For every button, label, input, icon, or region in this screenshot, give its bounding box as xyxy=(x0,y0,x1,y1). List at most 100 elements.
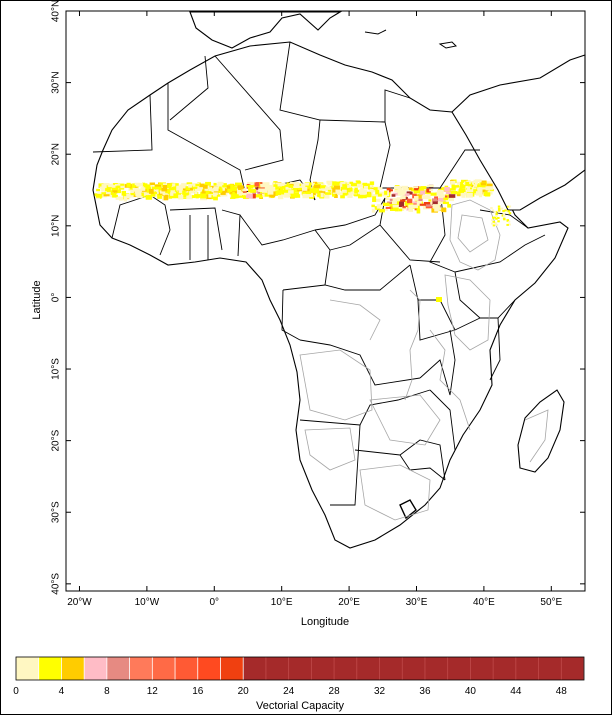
vc-cell xyxy=(387,201,392,204)
vc-cell xyxy=(299,185,305,190)
vc-cell xyxy=(212,187,219,192)
vc-cell xyxy=(126,182,131,188)
crete-island xyxy=(364,29,387,35)
vc-cell xyxy=(312,189,320,194)
vc-cell xyxy=(392,204,399,208)
vc-cell xyxy=(115,184,121,187)
vc-cell xyxy=(416,208,421,214)
vc-cell xyxy=(419,190,426,195)
vc-cell xyxy=(111,188,118,193)
vc-cell xyxy=(208,186,213,190)
vc-cell xyxy=(397,192,405,196)
vc-cell xyxy=(221,190,226,194)
vc-cell xyxy=(426,188,431,193)
vc-cell xyxy=(159,182,166,187)
x-tick-label: 30°E xyxy=(406,597,428,608)
colorbar-bin xyxy=(16,657,39,680)
vc-cell xyxy=(367,191,371,196)
vc-cell xyxy=(111,186,119,191)
vc-cell xyxy=(347,194,353,198)
vc-cell xyxy=(400,196,406,200)
vc-cell xyxy=(438,194,445,200)
vc-cell xyxy=(329,186,334,190)
vc-cell xyxy=(370,188,375,193)
vc-cell xyxy=(137,196,143,199)
vc-cell xyxy=(295,194,301,198)
vc-cell xyxy=(251,194,256,199)
vc-cell xyxy=(383,208,388,211)
vc-cell xyxy=(364,186,369,190)
vc-cell xyxy=(265,183,269,186)
vc-cell xyxy=(423,202,431,207)
vc-cell xyxy=(257,191,262,194)
vc-cell xyxy=(425,195,431,200)
vc-cell xyxy=(408,187,413,191)
vc-cell xyxy=(153,192,158,197)
vc-cell xyxy=(277,190,282,196)
vc-cell xyxy=(238,191,242,196)
vc-cell xyxy=(293,183,300,189)
vc-cell xyxy=(258,188,266,192)
vc-cell xyxy=(279,194,283,198)
vc-cell xyxy=(413,189,421,194)
colorbar-tick-label: 4 xyxy=(59,686,65,697)
vc-cell xyxy=(425,205,433,209)
colorbar-tick-label: 44 xyxy=(510,686,522,697)
vc-cell xyxy=(165,194,169,200)
vc-cell xyxy=(218,181,223,184)
vc-cell xyxy=(173,183,179,188)
vc-cell xyxy=(145,195,152,200)
vc-cell xyxy=(442,201,449,205)
vc-cell xyxy=(279,189,286,193)
vc-cell xyxy=(176,185,183,191)
colorbar-outline xyxy=(15,656,585,681)
vc-cell xyxy=(423,204,427,210)
vc-cell xyxy=(466,187,471,192)
vc-cell xyxy=(433,204,440,209)
vc-cell xyxy=(436,297,442,302)
vc-cell xyxy=(242,195,249,200)
vc-cell xyxy=(286,194,293,197)
vc-cell xyxy=(350,191,357,195)
vc-cell xyxy=(95,194,103,198)
vc-cell xyxy=(293,187,300,193)
vc-cell xyxy=(349,181,354,184)
vc-cell xyxy=(229,186,237,191)
vc-cell xyxy=(333,185,340,190)
x-tick-label: 10°E xyxy=(271,597,293,608)
vc-cell xyxy=(103,194,110,197)
vc-cell xyxy=(148,188,154,194)
vc-cell xyxy=(458,188,466,193)
vc-cell xyxy=(379,191,387,197)
vc-cell xyxy=(286,182,290,187)
vectorial-capacity-band xyxy=(94,179,512,302)
vc-cell xyxy=(377,193,382,197)
vc-cell xyxy=(208,194,214,198)
vc-cell xyxy=(167,183,171,188)
colorbar-tick-label: 16 xyxy=(192,686,204,697)
vc-cell xyxy=(392,198,397,202)
vc-cell xyxy=(304,182,310,186)
vc-cell xyxy=(502,217,506,220)
x-tick-label: 10°W xyxy=(135,597,160,608)
vc-cell xyxy=(290,181,296,185)
vc-cell xyxy=(197,188,202,191)
vc-cell xyxy=(144,184,151,189)
vc-cell xyxy=(400,199,406,202)
vc-cell xyxy=(194,191,198,196)
vc-cell xyxy=(116,185,121,189)
vc-cell xyxy=(241,192,247,196)
colorbar-bin xyxy=(220,657,244,680)
vc-cell xyxy=(486,183,493,187)
vc-cell xyxy=(502,210,505,212)
vc-cell xyxy=(406,198,413,204)
vc-cell xyxy=(313,184,321,189)
vc-cell xyxy=(219,185,223,189)
vc-cell xyxy=(313,181,318,185)
vc-cell xyxy=(386,187,391,193)
vc-cell xyxy=(218,181,224,187)
vc-cell xyxy=(486,186,491,189)
vc-cell xyxy=(492,224,496,227)
vc-cell xyxy=(115,189,121,194)
vc-cell xyxy=(459,185,463,190)
